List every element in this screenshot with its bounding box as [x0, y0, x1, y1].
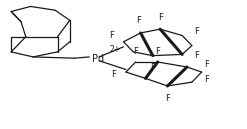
Text: F: F — [133, 47, 138, 56]
Text: F: F — [204, 75, 209, 84]
Text: F: F — [109, 31, 114, 40]
Text: F: F — [155, 47, 160, 56]
Text: 2+: 2+ — [109, 45, 121, 54]
Text: F: F — [111, 70, 116, 79]
Text: F: F — [150, 63, 155, 72]
Text: F: F — [165, 94, 170, 103]
Text: F: F — [194, 51, 199, 60]
Text: Pd: Pd — [92, 54, 104, 64]
Text: F: F — [194, 27, 199, 36]
Text: F: F — [158, 13, 163, 22]
Text: F: F — [136, 16, 141, 25]
Text: F: F — [204, 60, 209, 69]
